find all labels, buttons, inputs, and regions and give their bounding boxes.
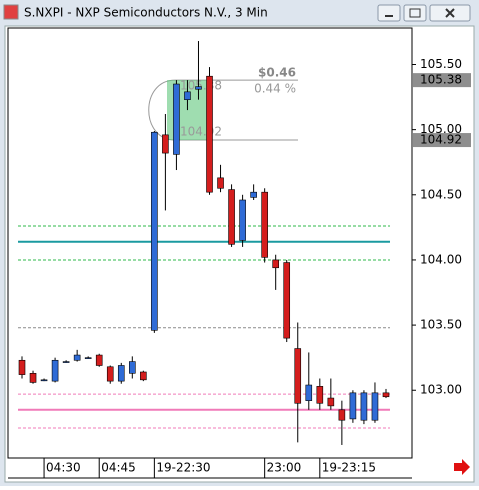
candle-body <box>206 75 213 193</box>
candle-body <box>106 366 114 382</box>
x-tick-label: 04:45 <box>101 461 136 475</box>
close-icon <box>445 8 455 18</box>
y-tick-label: 105.50 <box>420 57 462 71</box>
candle-body <box>360 392 368 421</box>
measure-top-label: 105.38 <box>180 79 222 93</box>
measure-change: $0.46 <box>258 66 296 80</box>
window-title: S.NXPI - NXP Semiconductors N.V., 3 Min <box>24 6 268 20</box>
candle-body <box>95 354 103 366</box>
candle-body <box>371 392 379 421</box>
y-tick-label: 103.50 <box>420 318 462 332</box>
candle-body <box>316 386 324 404</box>
candle-body <box>349 392 357 420</box>
candle-body <box>62 361 70 363</box>
candle-body <box>184 91 191 100</box>
candle-body <box>338 409 346 421</box>
maximize-icon <box>409 8 421 18</box>
candle-body <box>217 177 224 189</box>
candle-body <box>51 359 59 382</box>
measure-pct: 0.44 % <box>254 82 296 96</box>
candle-body <box>261 191 268 258</box>
candle-body <box>382 392 390 398</box>
candle-body <box>195 86 202 90</box>
candle-body <box>151 131 158 331</box>
y-tick-label: 103.00 <box>420 383 462 397</box>
price-marker-box <box>413 73 471 88</box>
candle-body <box>29 373 37 383</box>
candle-body <box>162 134 169 154</box>
plot: 103.00 103.50 104.00 104.50 105.00 105.50 04:3… <box>18 41 471 478</box>
minimize-button[interactable] <box>377 4 401 22</box>
candle-body <box>239 199 246 241</box>
candle-body <box>305 384 313 401</box>
candle-body <box>228 189 235 245</box>
candle-body <box>140 371 147 381</box>
candle-body <box>272 259 279 269</box>
scroll-arrow[interactable] <box>454 459 470 475</box>
candle-body <box>173 83 180 155</box>
x-tick-label: 23:00 <box>267 461 302 475</box>
candle-body <box>73 354 81 361</box>
y-tick-label: 104.50 <box>420 187 462 201</box>
x-tick-label: 19-22:30 <box>156 461 210 475</box>
app-icon <box>3 4 19 20</box>
y-tick-label: 105.00 <box>420 122 462 136</box>
candle-body <box>129 361 136 374</box>
candle-body <box>250 191 257 198</box>
y-tick-label: 104.00 <box>420 252 462 266</box>
measure-bottom-label: 104.92 <box>180 125 222 139</box>
price-marker-box <box>413 133 471 148</box>
x-tick-label: 04:30 <box>46 461 81 475</box>
candle-body <box>40 379 48 382</box>
price-marker-label: 105.38 <box>420 73 462 87</box>
price-marker-label: 104.92 <box>420 133 462 147</box>
candle-body <box>18 359 26 375</box>
candle-body <box>84 357 92 359</box>
maximize-button[interactable] <box>403 4 427 22</box>
candle-body <box>294 348 302 404</box>
x-tick-label: 19-23:15 <box>322 461 376 475</box>
candle-body <box>327 397 335 407</box>
candle-body <box>117 365 125 382</box>
candle-body <box>283 262 291 339</box>
